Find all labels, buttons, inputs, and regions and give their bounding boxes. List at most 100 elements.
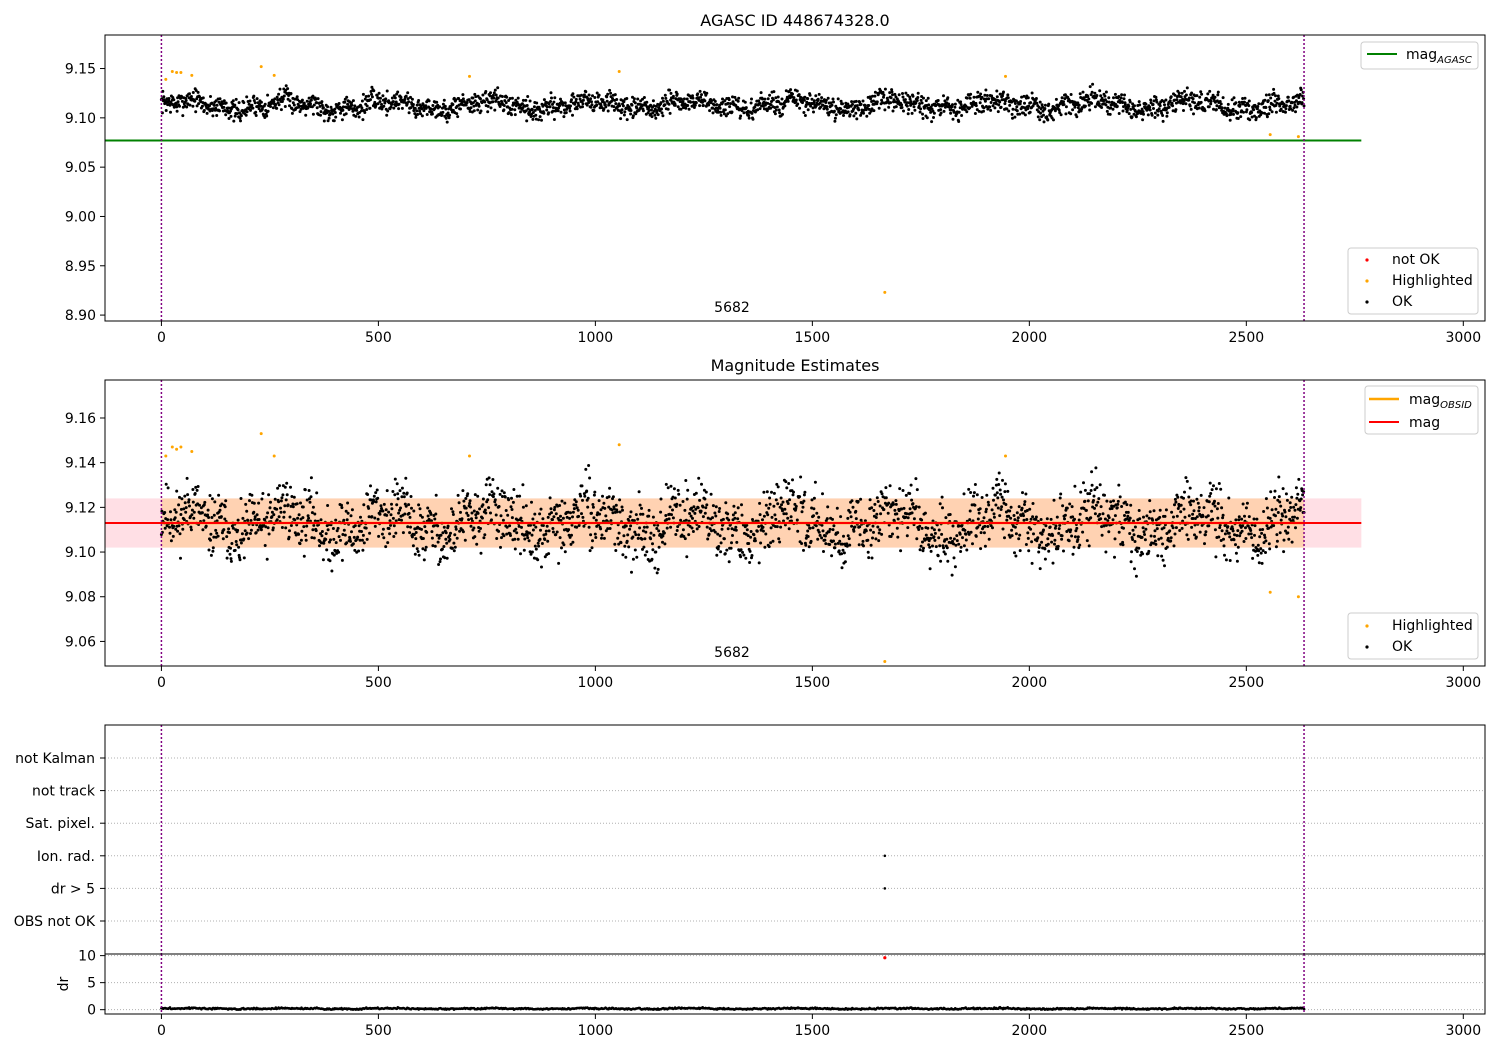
data-point [1060, 534, 1064, 538]
data-point [773, 106, 777, 109]
data-point [350, 103, 354, 107]
data-point [839, 515, 843, 519]
data-point [906, 112, 910, 116]
data-point [659, 497, 663, 501]
data-point [572, 507, 576, 511]
data-point [776, 502, 780, 506]
data-point [1083, 104, 1087, 108]
data-point [759, 541, 763, 545]
data-point [786, 502, 790, 505]
data-point [437, 563, 441, 566]
data-point [1290, 101, 1294, 105]
data-point [491, 93, 495, 97]
data-point [641, 529, 645, 533]
data-point [1028, 507, 1032, 511]
data-point [641, 109, 645, 113]
data-point [649, 531, 653, 535]
data-point [1244, 526, 1247, 530]
data-point [758, 101, 762, 105]
data-point [525, 119, 529, 123]
data-point [734, 525, 738, 529]
data-point [1093, 105, 1097, 109]
data-point [642, 525, 646, 529]
data-point [353, 104, 357, 108]
data-point [1168, 99, 1172, 103]
data-point [1284, 107, 1288, 111]
data-point [595, 91, 599, 95]
data-point [872, 102, 876, 106]
data-point [1210, 509, 1214, 513]
data-point [1209, 492, 1213, 495]
data-point [696, 506, 700, 510]
data-point [857, 543, 861, 547]
data-point [959, 100, 963, 104]
data-point [823, 534, 827, 538]
data-point [1018, 112, 1022, 116]
data-point [1188, 104, 1192, 108]
data-point [1010, 528, 1014, 532]
data-point [643, 537, 647, 541]
data-point [516, 518, 520, 522]
data-point [1133, 540, 1137, 543]
data-point [296, 516, 300, 520]
data-point [458, 529, 462, 533]
data-point [884, 496, 888, 500]
data-point [1214, 487, 1218, 491]
y-tick-label: 9.06 [65, 634, 96, 650]
data-point [424, 106, 428, 110]
data-point [766, 97, 770, 101]
data-point [689, 100, 693, 104]
data-point [1183, 515, 1187, 519]
data-point [1208, 89, 1212, 93]
data-point [1105, 499, 1109, 503]
data-point [653, 566, 657, 570]
data-point [1199, 90, 1203, 94]
data-point [1191, 512, 1195, 516]
data-point [630, 570, 633, 574]
data-point [1063, 517, 1066, 521]
data-point [492, 96, 496, 100]
data-point [278, 87, 282, 91]
data-point [284, 88, 288, 92]
data-point [1043, 557, 1047, 561]
data-point [902, 506, 906, 510]
data-point [309, 476, 313, 480]
data-point [524, 98, 528, 102]
data-point [492, 91, 496, 95]
data-point [880, 532, 884, 536]
data-point [742, 553, 746, 557]
data-point [525, 533, 529, 537]
data-point [1251, 556, 1255, 560]
data-point [769, 541, 773, 545]
data-point [798, 495, 802, 499]
data-point [470, 517, 473, 521]
data-point [1214, 108, 1218, 112]
data-point [768, 502, 772, 506]
data-point [1098, 89, 1102, 93]
data-point [725, 548, 729, 552]
data-point [780, 102, 783, 106]
data-point [505, 95, 509, 99]
data-point [576, 508, 580, 512]
data-point [230, 542, 234, 545]
data-point [1148, 510, 1152, 514]
data-point [766, 101, 770, 105]
data-point [992, 498, 995, 502]
data-point [1270, 110, 1274, 114]
data-point [873, 90, 877, 94]
data-point [1022, 514, 1025, 518]
data-point [194, 89, 198, 92]
data-point [832, 100, 835, 104]
legend-highlighted-2: Highlighted [1392, 618, 1473, 634]
data-point [500, 95, 504, 98]
data-point [1113, 514, 1117, 518]
data-point [591, 94, 594, 98]
data-point [1250, 115, 1254, 119]
data-point [1164, 508, 1168, 512]
data-point [416, 550, 420, 553]
data-point [836, 97, 840, 101]
data-point [740, 503, 743, 507]
data-point [922, 96, 925, 100]
data-point [1208, 481, 1212, 485]
data-point [264, 525, 268, 529]
